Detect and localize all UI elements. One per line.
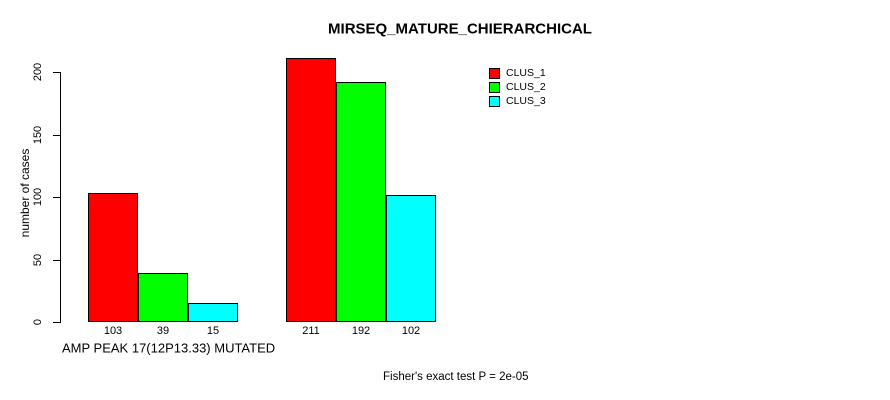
- bar-value-label-clus_2-group-1: 39: [156, 325, 170, 337]
- y-tick-200: [53, 72, 60, 73]
- bar-clus_3-group-1: [188, 303, 238, 322]
- y-tick-label-100: 100: [32, 187, 44, 207]
- y-tick-50: [53, 259, 60, 261]
- footnote-pvalue: Fisher's exact test P = 2e-05: [383, 371, 529, 383]
- bar-clus_1-group-2: [286, 58, 336, 322]
- legend-swatch-clus_1: [489, 67, 500, 79]
- y-tick-label-50: 50: [32, 253, 44, 266]
- bar-value-label-clus_1-group-2: 211: [302, 325, 320, 337]
- legend-swatch-clus_2: [489, 81, 500, 93]
- y-tick-label-200: 200: [32, 62, 44, 82]
- legend-label-clus_2: CLUS_2: [506, 81, 546, 93]
- bar-clus_3-group-2: [386, 194, 436, 322]
- legend-item-clus_1: CLUS_1: [489, 66, 546, 80]
- legend: CLUS_1 CLUS_2 CLUS_3: [489, 66, 546, 108]
- legend-item-clus_3: CLUS_3: [489, 94, 546, 108]
- y-axis-title: number of cases: [18, 148, 32, 238]
- bar-value-label-clus_2-group-2: 192: [351, 325, 371, 337]
- legend-swatch-clus_3: [489, 95, 500, 107]
- y-tick-100: [53, 197, 60, 198]
- y-tick-150: [53, 134, 60, 136]
- x-axis-title: AMP PEAK 17(12P13.33) MUTATED: [62, 340, 276, 356]
- bar-value-label-clus_3-group-2: 102: [401, 325, 421, 337]
- bar-clus_2-group-1: [138, 273, 188, 322]
- y-tick-0: [53, 322, 60, 323]
- bar-clus_2-group-2: [336, 82, 386, 322]
- y-axis-line: [60, 72, 61, 323]
- y-tick-label-150: 150: [32, 125, 44, 144]
- legend-item-clus_2: CLUS_2: [489, 80, 546, 94]
- legend-label-clus_3: CLUS_3: [506, 95, 546, 107]
- bar-value-label-clus_3-group-1: 15: [206, 325, 220, 337]
- legend-label-clus_1: CLUS_1: [506, 67, 546, 79]
- y-tick-label-0: 0: [32, 318, 44, 326]
- bar-value-label-clus_1-group-1: 103: [103, 325, 123, 337]
- bar-clus_1-group-1: [88, 193, 138, 322]
- chart-title: MIRSEQ_MATURE_CHIERARCHICAL: [328, 20, 592, 38]
